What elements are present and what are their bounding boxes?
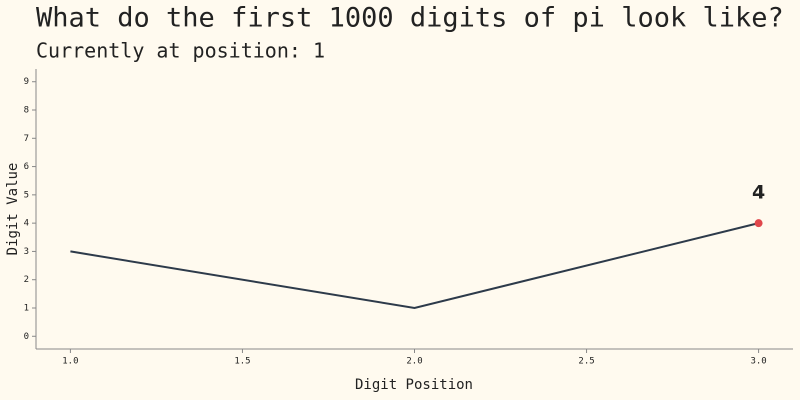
x-tick-label: 1.5 [234,357,250,367]
data-line [70,222,759,310]
x-tick-label: 2.0 [406,357,422,367]
y-tick-label: 9 [24,77,29,87]
y-tick-label: 7 [24,134,29,144]
y-tick-label: 5 [24,190,29,200]
y-tick-label: 4 [24,219,29,229]
x-tick-label: 3.0 [750,357,766,367]
y-tick-label: 8 [24,106,29,116]
current-point [754,219,763,228]
data-label: 4 [752,182,765,204]
chart-subtitle: Currently at position: 1 [36,39,325,63]
y-tick-label: 2 [24,275,29,285]
x-axis-label: Digit Position [355,377,473,393]
y-axis-label: Digit Value [5,163,21,256]
x-tick-label: 1.0 [62,357,78,367]
y-tick-label: 6 [24,162,29,172]
y-tick-label: 0 [24,332,29,342]
x-tick-label: 2.5 [578,357,594,367]
y-tick-label: 3 [24,247,29,257]
y-tick-label: 1 [24,303,29,313]
chart-title: What do the first 1000 digits of pi look… [36,3,784,34]
